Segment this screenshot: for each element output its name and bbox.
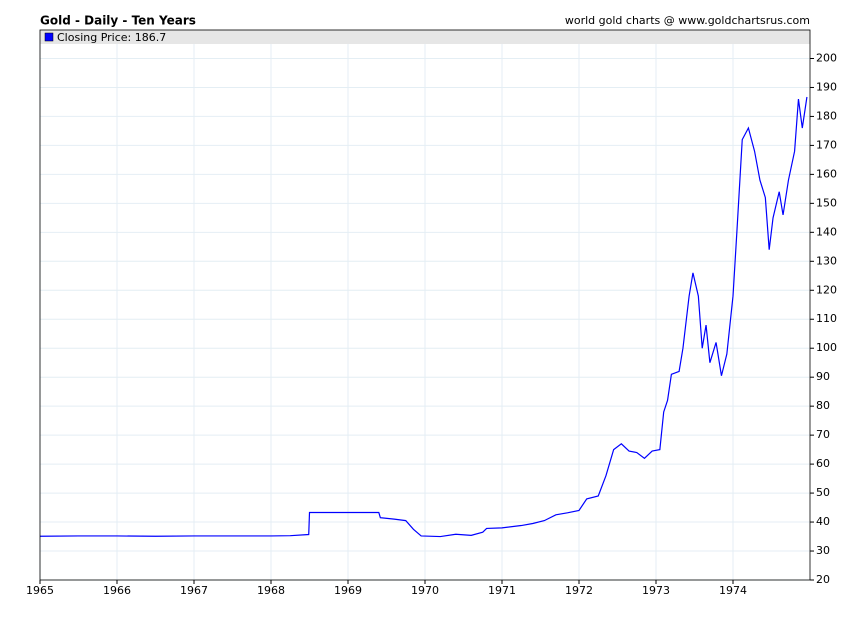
y-tick-label: 170 <box>816 138 837 151</box>
x-tick-label: 1971 <box>488 584 516 597</box>
plot-frame <box>39 29 811 581</box>
x-tick-label: 1965 <box>26 584 54 597</box>
y-tick-label: 80 <box>816 399 830 412</box>
y-tick-label: 70 <box>816 428 830 441</box>
y-tick-label: 140 <box>816 225 837 238</box>
y-tick-label: 30 <box>816 544 830 557</box>
legend-band <box>40 30 810 44</box>
y-tick-label: 110 <box>816 312 837 325</box>
y-tick-label: 120 <box>816 283 837 296</box>
y-tick-label: 190 <box>816 80 837 93</box>
y-tick-label: 50 <box>816 486 830 499</box>
y-tick-label: 90 <box>816 370 830 383</box>
x-tick-label: 1972 <box>565 584 593 597</box>
x-tick-label: 1974 <box>719 584 747 597</box>
x-tick-label: 1970 <box>411 584 439 597</box>
y-tick-label: 20 <box>816 573 830 586</box>
source: world gold charts @ www.goldchartsrus.co… <box>565 14 810 27</box>
y-tick-label: 150 <box>816 196 837 209</box>
x-tick-label: 1969 <box>334 584 362 597</box>
y-tick-label: 130 <box>816 254 837 267</box>
x-tick-label: 1967 <box>180 584 208 597</box>
price-line <box>39 96 808 538</box>
x-tick-label: 1968 <box>257 584 285 597</box>
legend-swatch <box>44 32 54 42</box>
y-tick-label: 200 <box>816 51 837 64</box>
chart-title: Gold - Daily - Ten Years <box>40 14 196 28</box>
y-tick-label: 40 <box>816 515 830 528</box>
y-tick-label: 100 <box>816 341 837 354</box>
x-tick-label: 1973 <box>642 584 670 597</box>
y-tick-label: 60 <box>816 457 830 470</box>
y-tick-label: 160 <box>816 167 837 180</box>
x-tick-label: 1966 <box>103 584 131 597</box>
legend-label: Closing Price: 186.7 <box>57 31 166 44</box>
y-tick-label: 180 <box>816 109 837 122</box>
